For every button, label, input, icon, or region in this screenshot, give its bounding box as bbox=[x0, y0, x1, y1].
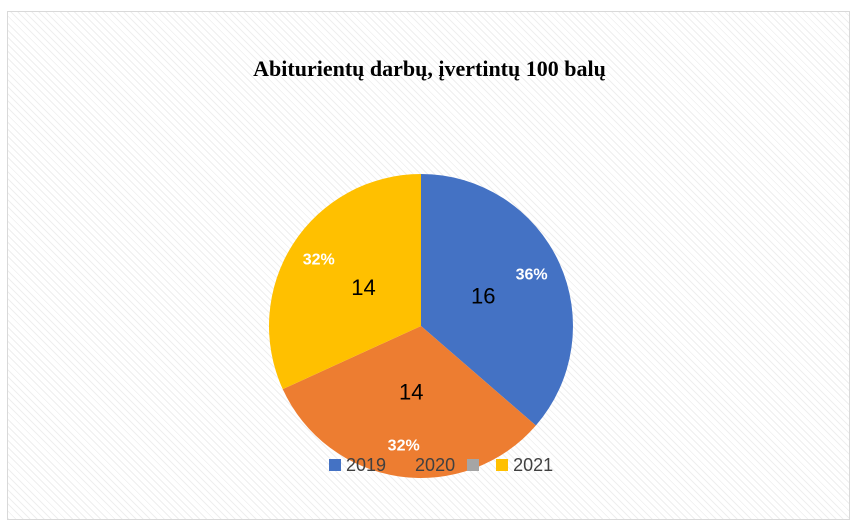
legend-swatch-2021 bbox=[496, 459, 509, 471]
chart-title: Abiturientų darbų, įvertintų 100 balų bbox=[253, 56, 606, 81]
legend-item-blank bbox=[467, 459, 484, 471]
percent-label-2021: 32% bbox=[303, 251, 335, 268]
value-label-2019: 16 bbox=[471, 283, 495, 308]
legend: 2019 2020 2021 bbox=[329, 453, 565, 477]
pie-slice-2019 bbox=[421, 174, 573, 426]
pie-chart: 16 36% 14 32% 14 32% bbox=[269, 174, 573, 479]
legend-item-2019: 2019 bbox=[329, 455, 386, 476]
legend-label-2020: 2020 bbox=[415, 454, 456, 475]
pie-slice-2020 bbox=[282, 326, 536, 479]
legend-item-2021: 2021 bbox=[496, 455, 553, 476]
legend-swatch-2019 bbox=[329, 459, 341, 471]
value-label-2021: 14 bbox=[351, 275, 375, 300]
chart-area: Abiturientų darbų, įvertintų 100 balų 16… bbox=[7, 11, 850, 520]
legend-label-2021: 2021 bbox=[513, 454, 554, 475]
legend-swatch-2020 bbox=[398, 459, 411, 471]
legend-swatch-blank bbox=[467, 459, 480, 471]
pie-slice-2021 bbox=[269, 174, 421, 390]
percent-label-2019: 36% bbox=[516, 267, 548, 284]
legend-label-2019: 2019 bbox=[346, 454, 387, 475]
legend-item-2020: 2020 bbox=[398, 455, 455, 476]
percent-label-2020: 32% bbox=[388, 438, 420, 455]
value-label-2020: 14 bbox=[399, 380, 423, 405]
